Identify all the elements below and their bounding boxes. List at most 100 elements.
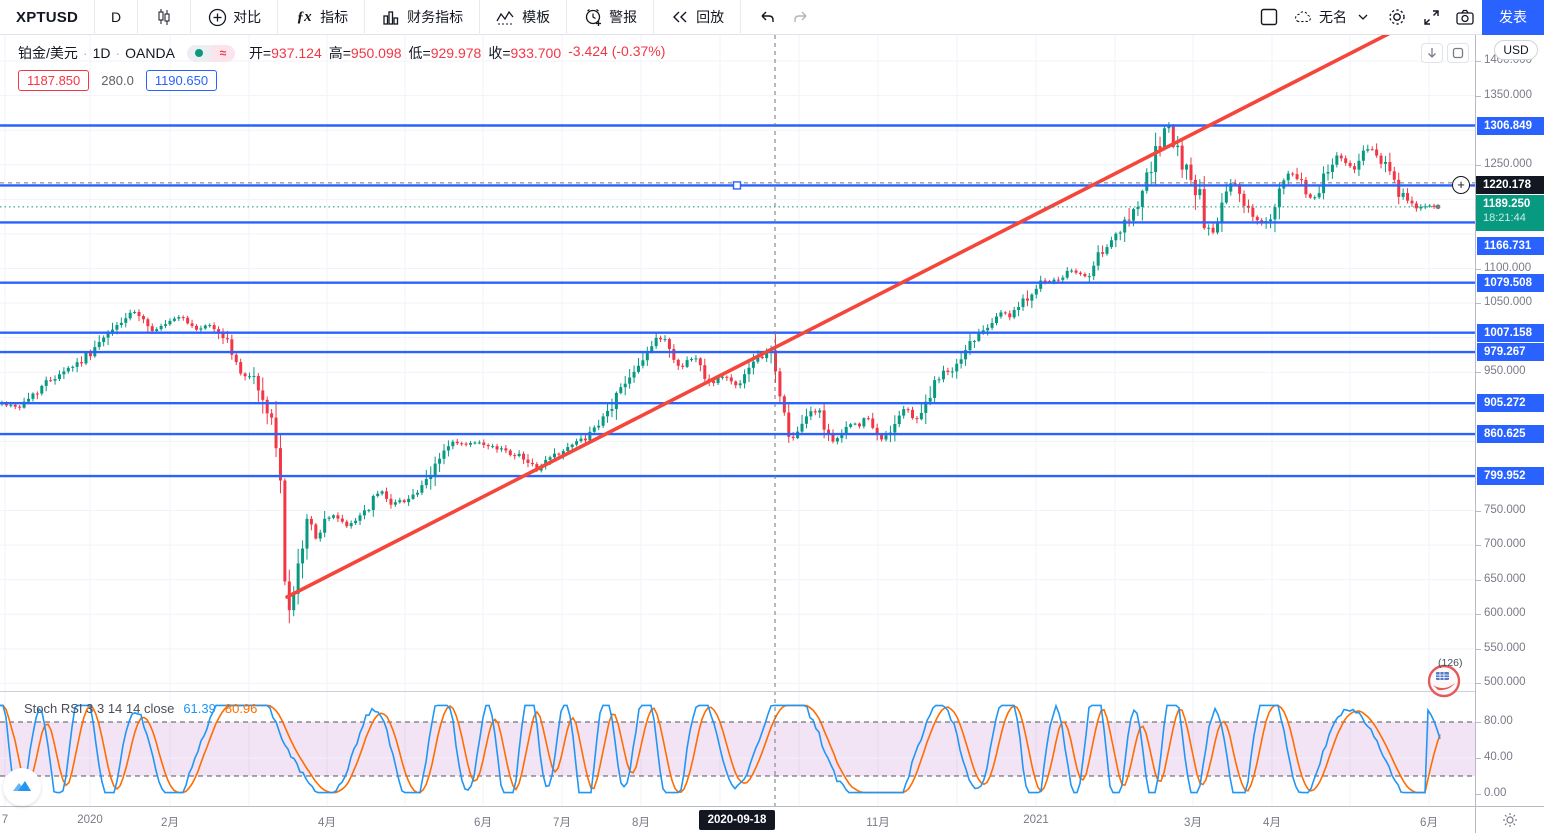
- legend-toggle-pill[interactable]: ≈: [186, 44, 235, 62]
- stoch-k-line: [0, 703, 1441, 794]
- price-axis[interactable]: 1400.000 1350.000 1250.000 1100.000 1050.000…: [1475, 35, 1544, 806]
- trend-line[interactable]: [285, 35, 1398, 599]
- crosshair-price-label: 1220.178: [1476, 176, 1544, 194]
- price-tick-label: 1100.000: [1476, 262, 1544, 276]
- drawing-price-label-red[interactable]: 1187.850: [18, 70, 90, 91]
- line-drag-handle[interactable]: [732, 181, 742, 190]
- time-tick-label: 4月: [1263, 817, 1281, 829]
- price-tick-label: 950.000: [1476, 365, 1544, 379]
- price-tick-label: 1050.000: [1476, 296, 1544, 310]
- candlestick-icon: [154, 7, 174, 27]
- toolbar-separator: [566, 0, 568, 35]
- cloud-icon: [1293, 7, 1313, 27]
- legend-symbol-title[interactable]: 铂金/美元: [18, 45, 78, 61]
- main-legend: 铂金/美元 · 1D · OANDA ≈ 开=937.124 高=950.098…: [18, 43, 665, 91]
- time-axis-settings[interactable]: [1475, 806, 1544, 833]
- time-tick-label: 7: [1, 814, 9, 826]
- time-tick-label: 6月: [1420, 817, 1438, 829]
- grid: [0, 35, 1475, 806]
- stoch-rsi-legend[interactable]: Stoch RSI 3 3 14 14 close 61.39 80.96: [24, 701, 257, 716]
- chart-area[interactable]: 铂金/美元 · 1D · OANDA ≈ 开=937.124 高=950.098…: [0, 35, 1544, 833]
- stoch-tick-label: 80.00: [1476, 715, 1544, 729]
- price-tick-label: 600.000: [1476, 607, 1544, 621]
- high-value: 950.098: [350, 45, 402, 61]
- support-level-lines[interactable]: [0, 124, 1475, 478]
- snapshot-button[interactable]: [1448, 3, 1482, 31]
- ohlc-values: 开=937.124 高=950.098 低=929.978 收=933.700 …: [248, 43, 666, 61]
- interval-button[interactable]: D: [111, 9, 122, 25]
- time-axis[interactable]: 7 2020 2月 4月 6月 7月 8月 11月 2021 3月 4月 6月 2020-09-18: [0, 806, 1475, 833]
- plus-circle-icon: [207, 7, 227, 27]
- redo-icon: [791, 7, 811, 27]
- level-price-label: 905.272: [1477, 394, 1544, 413]
- camera-icon: [1455, 7, 1475, 27]
- fullscreen-button[interactable]: [1414, 3, 1448, 31]
- level-price-label: 979.267: [1477, 343, 1544, 362]
- toolbar-separator: [277, 0, 279, 35]
- financials-button[interactable]: 财务指标: [374, 3, 470, 31]
- settings-button[interactable]: [1380, 3, 1414, 31]
- layout-square-icon: [1259, 7, 1279, 27]
- redo-button[interactable]: [784, 3, 818, 31]
- sun-icon: [1503, 813, 1517, 827]
- toolbar-separator: [94, 0, 96, 35]
- chevron-down-icon: [1353, 7, 1373, 27]
- top-toolbar: XPTUSD D 对比 ƒx 指标 财务指标 模板 警报 回放 无名 发表: [0, 0, 1544, 35]
- price-tick-label: 650.000: [1476, 573, 1544, 587]
- visibility-dot-icon[interactable]: [186, 44, 211, 62]
- undo-icon: [757, 7, 777, 27]
- undo-button[interactable]: [750, 3, 784, 31]
- drawing-price-label-blue[interactable]: 1190.650: [145, 70, 218, 91]
- level-price-label: 1166.731: [1477, 237, 1544, 256]
- toolbar-separator: [479, 0, 481, 35]
- wave-icon: [496, 7, 516, 27]
- level-price-label: 799.952: [1477, 467, 1544, 486]
- add-alert-plus-icon[interactable]: +: [1452, 176, 1470, 194]
- price-tick-label: 1350.000: [1476, 89, 1544, 103]
- tradingview-logo[interactable]: [3, 768, 41, 806]
- stoch-d-value: 80.96: [224, 701, 258, 716]
- toolbar-separator: [740, 0, 742, 35]
- fullscreen-icon: [1421, 7, 1441, 27]
- pane-collapse-button[interactable]: [1421, 43, 1443, 63]
- stamp-count: (126): [1438, 657, 1463, 669]
- last-price-label: 1189.250 18:21:44: [1476, 195, 1544, 231]
- symbol-button[interactable]: XPTUSD: [16, 8, 79, 26]
- compare-button[interactable]: 对比: [200, 3, 268, 31]
- stoch-tick-label: 40.00: [1476, 751, 1544, 765]
- gear-icon: [1387, 7, 1407, 27]
- replay-button[interactable]: 回放: [663, 3, 731, 31]
- stoch-pane: [0, 721, 1475, 777]
- toolbar-separator: [137, 0, 139, 35]
- publish-button[interactable]: 发表: [1482, 0, 1544, 35]
- time-tick-label: 8月: [632, 817, 650, 829]
- legend-exchange[interactable]: OANDA: [125, 45, 175, 61]
- pane-maximize-button[interactable]: [1447, 43, 1469, 63]
- time-tick-label: 4月: [318, 817, 336, 829]
- chart-canvas[interactable]: [0, 35, 1475, 806]
- last-price-value: 1189.250: [1483, 198, 1531, 210]
- open-value: 937.124: [271, 45, 322, 61]
- low-value: 929.978: [430, 45, 482, 61]
- time-tick-label: 6月: [474, 817, 492, 829]
- level-price-label: 860.625: [1477, 425, 1544, 444]
- price-tick-label: 1250.000: [1476, 158, 1544, 172]
- stoch-tick-label: 0.00: [1476, 787, 1544, 801]
- countdown-timer: 18:21:44: [1483, 212, 1526, 224]
- layout-button[interactable]: [1252, 3, 1286, 31]
- alert-button[interactable]: 警报: [576, 3, 644, 31]
- currency-button[interactable]: USD: [1494, 40, 1538, 60]
- stoch-title: Stoch RSI 3 3 14 14 close: [24, 701, 175, 716]
- pane-separator[interactable]: [0, 691, 1544, 692]
- drawing-price-label-plain: 280.0: [101, 73, 134, 88]
- approx-icon[interactable]: ≈: [210, 44, 235, 62]
- indicators-button[interactable]: ƒx 指标: [287, 3, 355, 31]
- chart-style-button[interactable]: [147, 3, 181, 31]
- time-tick-label: 2020: [77, 814, 103, 826]
- rewind-icon: [670, 7, 690, 27]
- templates-button[interactable]: 模板: [489, 3, 557, 31]
- legend-interval[interactable]: 1D: [92, 45, 111, 61]
- toolbar-separator: [190, 0, 192, 35]
- cloud-layout-button[interactable]: 无名: [1286, 3, 1380, 31]
